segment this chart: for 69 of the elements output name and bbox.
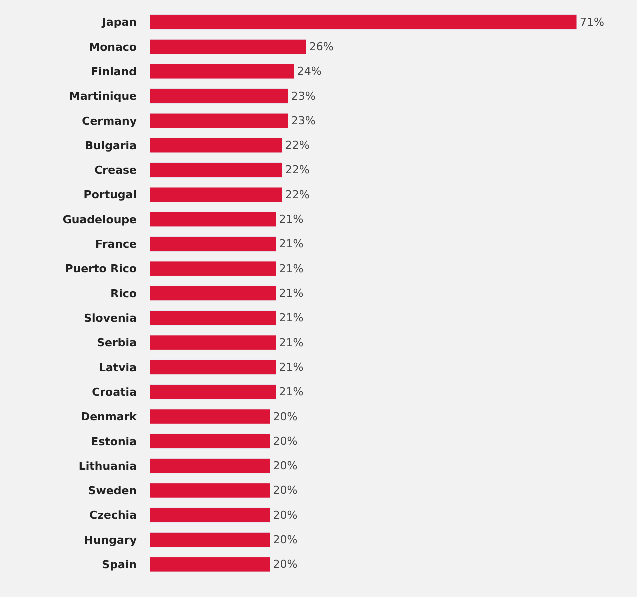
y-tick-label: Guadeloupe [62,213,137,226]
data-label: 71% [580,16,604,29]
data-label: 21% [279,287,304,300]
y-tick-label: Serbia [97,336,137,350]
y-tick-label: Denmark [80,410,138,424]
data-label: 21% [279,312,304,325]
data-label: 20% [273,508,298,522]
data-label: 20% [273,434,298,448]
bar [150,384,277,400]
y-tick-label: Lithuania [78,460,137,473]
bar [150,138,283,154]
y-tick-label: Monaco [89,40,138,54]
bar [150,39,307,55]
data-label: 21% [279,386,304,399]
bar [150,187,283,203]
data-label: 20% [273,534,298,547]
data-label: 20% [273,460,298,473]
data-label: 21% [279,262,304,276]
data-label: 22% [285,139,310,152]
bar [150,483,271,498]
data-label: 21% [279,360,304,374]
bar [150,286,277,302]
bar [150,360,277,376]
y-tick-label: Rico [110,287,138,300]
data-label: 22% [285,164,310,177]
bar [150,64,295,80]
data-label: 20% [273,484,298,498]
y-tick-label: Latvia [98,361,137,374]
bar [150,113,289,129]
y-tick-label: Bulgaria [85,139,137,152]
y-tick-label: Croatia [92,386,137,399]
y-tick-label: Japan [101,16,137,30]
bar [150,532,271,548]
data-label: 20% [273,558,298,572]
bar [150,409,271,424]
data-label: 23% [291,90,316,103]
y-tick-label: Crease [94,164,137,178]
y-tick-label: Martinique [69,90,137,104]
y-tick-label: Cermany [82,114,137,128]
y-tick-label: Estonia [91,435,137,448]
bar [150,212,277,228]
y-tick-label: Finland [90,65,137,78]
bar [150,310,277,326]
y-tick-label: Puerto Rico [65,262,138,276]
bar [150,162,283,178]
bar [150,88,289,104]
y-tick-label: Spain [102,558,137,572]
data-label: 24% [297,65,322,78]
y-tick-label: Czechia [90,509,137,522]
data-label: 20% [273,410,298,424]
bar [150,335,277,350]
bar [150,458,271,474]
bar [150,236,277,252]
y-tick-label: Slovenia [84,312,137,325]
y-tick-label: France [96,238,137,252]
data-label: 22% [285,188,310,202]
bar [150,434,271,450]
bar [150,261,277,276]
data-label: 21% [279,336,304,350]
bar [150,14,577,30]
data-label: 21% [279,238,304,251]
y-tick-label: Sweden [88,484,137,498]
y-tick-label: Portugal [84,188,137,202]
y-tick-label: Hungary [84,534,137,547]
data-label: 21% [279,213,304,226]
bar [150,508,271,524]
data-label: 26% [309,40,334,54]
bar [150,557,271,572]
data-label: 23% [291,114,316,128]
